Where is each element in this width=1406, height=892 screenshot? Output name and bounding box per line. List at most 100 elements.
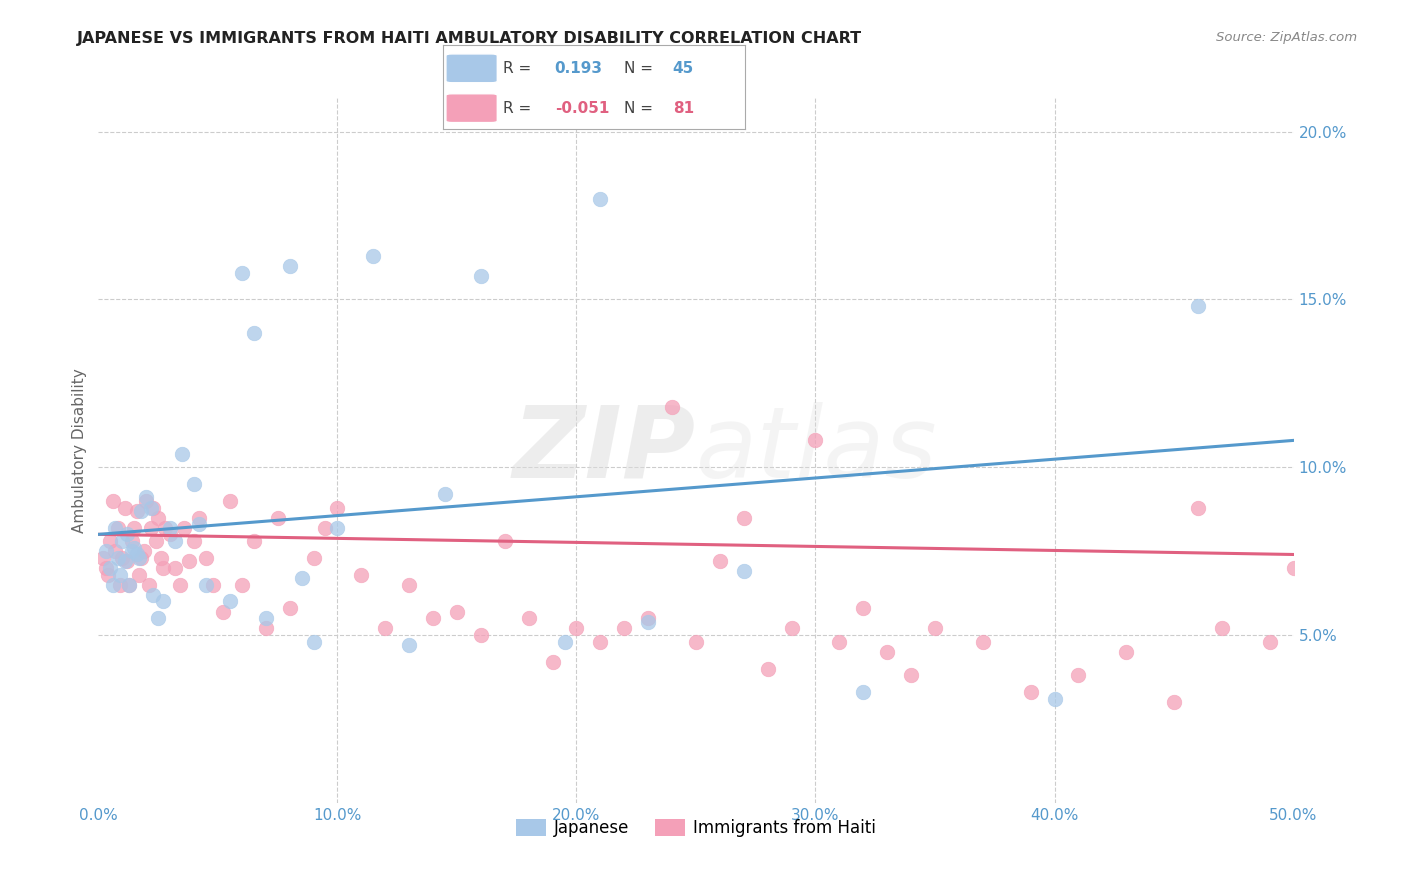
Point (202, 577, 225, 591)
Point (108, 577, 131, 591)
Point (148, 611, 170, 625)
Point (125, 548, 148, 562)
Point (107, 550, 129, 565)
Point (142, 500, 165, 515)
Point (125, 504, 148, 518)
Point (661, 400, 683, 414)
Point (163, 534, 186, 549)
Point (139, 500, 162, 515)
Point (315, 521, 337, 535)
Point (219, 493, 242, 508)
Point (756, 662, 779, 676)
Y-axis label: Ambulatory Disability: Ambulatory Disability (72, 368, 87, 533)
Point (135, 491, 157, 505)
Point (159, 527, 181, 541)
Point (231, 577, 253, 591)
FancyBboxPatch shape (446, 54, 498, 83)
Point (828, 634, 851, 648)
Point (326, 500, 349, 515)
Point (494, 534, 516, 549)
Point (115, 527, 138, 541)
Point (94, 561, 117, 575)
Point (1187, 299, 1209, 313)
Point (972, 634, 994, 648)
Point (219, 594, 242, 608)
Point (124, 521, 146, 535)
Point (1115, 645, 1137, 659)
Point (101, 577, 124, 591)
Point (121, 544, 143, 558)
Point (446, 605, 468, 619)
Point (131, 550, 153, 565)
Point (554, 634, 576, 648)
Point (152, 594, 174, 608)
Point (398, 638, 420, 652)
Point (1019, 685, 1042, 699)
Point (637, 615, 659, 629)
Point (159, 521, 181, 535)
Point (422, 611, 444, 625)
Point (254, 611, 277, 625)
Point (1043, 691, 1066, 706)
Point (278, 259, 301, 273)
Text: 0.193: 0.193 (555, 61, 603, 76)
Point (179, 554, 201, 568)
Point (98, 534, 122, 549)
Point (541, 655, 564, 669)
Point (374, 621, 396, 635)
Point (350, 567, 373, 582)
Point (565, 621, 588, 635)
Point (97, 567, 120, 582)
Point (187, 517, 209, 532)
Point (104, 544, 127, 558)
Point (187, 510, 209, 524)
Point (98, 561, 122, 575)
Text: Source: ZipAtlas.com: Source: ZipAtlas.com (1216, 31, 1357, 45)
Point (169, 577, 191, 591)
Point (152, 561, 174, 575)
Point (363, 249, 385, 263)
Point (804, 434, 827, 448)
Point (118, 577, 141, 591)
Point (254, 621, 277, 635)
Point (302, 634, 325, 648)
Point (1258, 634, 1281, 648)
Text: JAPANESE VS IMMIGRANTS FROM HAITI AMBULATORY DISABILITY CORRELATION CHART: JAPANESE VS IMMIGRANTS FROM HAITI AMBULA… (77, 31, 862, 46)
Point (613, 621, 636, 635)
Point (1211, 621, 1233, 635)
Point (924, 621, 946, 635)
Point (267, 510, 290, 524)
Point (1163, 695, 1185, 709)
Point (121, 534, 143, 549)
Point (132, 544, 155, 558)
Point (128, 550, 150, 565)
Point (107, 521, 129, 535)
Point (243, 534, 266, 549)
Point (142, 588, 165, 602)
Point (589, 192, 612, 206)
Point (195, 550, 218, 565)
Point (111, 550, 134, 565)
Point (1067, 668, 1090, 682)
Text: atlas: atlas (696, 402, 938, 499)
Point (291, 571, 314, 585)
Legend: Japanese, Immigrants from Haiti: Japanese, Immigrants from Haiti (509, 813, 883, 844)
Point (183, 534, 205, 549)
Point (302, 550, 325, 565)
Point (114, 554, 136, 568)
Point (195, 577, 218, 591)
Point (900, 668, 922, 682)
Text: R =: R = (503, 61, 531, 76)
Text: N =: N = (624, 101, 654, 116)
Point (115, 554, 138, 568)
Point (108, 567, 131, 582)
Point (470, 268, 492, 283)
Point (135, 493, 157, 508)
FancyBboxPatch shape (446, 94, 498, 122)
Point (733, 510, 755, 524)
Point (326, 521, 349, 535)
Point (709, 554, 731, 568)
Point (173, 521, 195, 535)
Point (733, 564, 755, 578)
Point (104, 521, 127, 535)
